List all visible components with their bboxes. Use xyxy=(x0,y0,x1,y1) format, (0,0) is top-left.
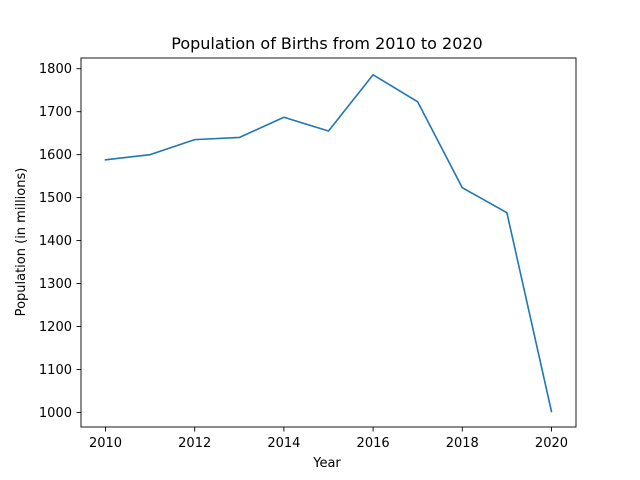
x-tick-label: 2014 xyxy=(267,436,300,451)
x-tick-label: 2018 xyxy=(446,436,479,451)
y-tick-label: 1200 xyxy=(39,320,72,335)
x-tick-label: 2010 xyxy=(89,436,122,451)
x-axis-label: Year xyxy=(312,456,341,471)
series-line-0 xyxy=(104,73,553,413)
x-tick-label: 2012 xyxy=(178,436,211,451)
chart-title: Population of Births from 2010 to 2020 xyxy=(171,34,482,53)
y-tick-label: 1100 xyxy=(39,363,72,378)
y-tick-label: 1500 xyxy=(39,191,72,206)
y-tick-label: 1600 xyxy=(39,148,72,163)
y-tick-label: 1700 xyxy=(39,105,72,120)
y-tick-label: 1300 xyxy=(39,277,72,292)
x-tick-label: 2020 xyxy=(535,436,568,451)
x-axis: 2010 2012 2014 2016 2018 2020 xyxy=(89,427,568,451)
x-tick-label: 2016 xyxy=(357,436,390,451)
y-tick-label: 1800 xyxy=(39,62,72,77)
y-axis: 1000 1100 1200 1300 1400 1500 1600 1700 1800 xyxy=(39,62,81,421)
plot-area xyxy=(80,57,577,428)
y-axis-label: Population (in millions) xyxy=(14,168,29,317)
y-tick-label: 1400 xyxy=(39,234,72,249)
axes-frame xyxy=(80,57,577,428)
y-tick-label: 1000 xyxy=(39,406,72,421)
